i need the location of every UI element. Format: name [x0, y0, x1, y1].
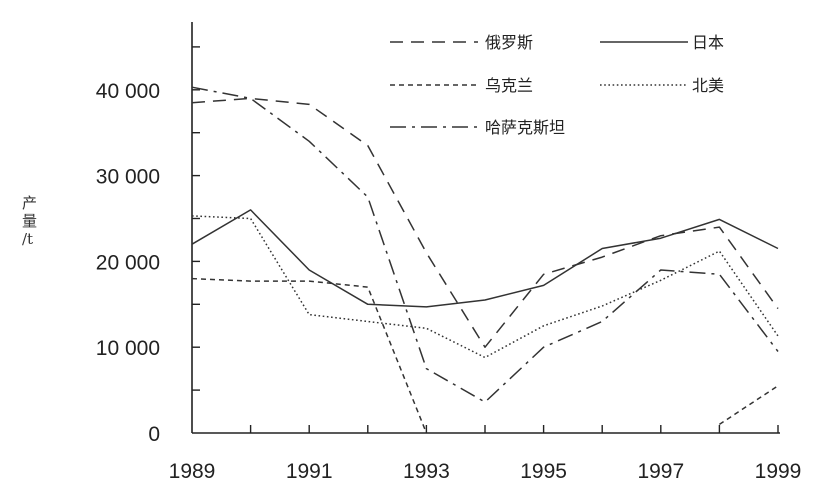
x-axis-ticks: 1989 1991 1993 1995 1997 1999	[169, 425, 802, 483]
series-line-4	[191, 86, 779, 403]
legend-label: 日本	[692, 33, 724, 52]
series-line-2	[191, 277, 428, 434]
legend-label: 俄罗斯	[485, 33, 533, 52]
x-tick-label: 1999	[755, 460, 802, 483]
y-tick-label: 40 000	[96, 80, 160, 103]
y-axis-ticks: 0 10 000 20 000 30 000 40 000	[96, 46, 200, 446]
legend-label: 乌克兰	[485, 76, 533, 95]
series-line-0	[191, 97, 779, 348]
x-tick-label: 1995	[520, 460, 567, 483]
y-tick-label: 30 000	[96, 166, 160, 189]
series-line-1	[191, 209, 779, 308]
x-tick-label: 1997	[637, 460, 684, 483]
y-axis-label-part: /t	[22, 230, 33, 248]
y-axis-label-part: 量	[22, 212, 37, 230]
y-tick-label: 0	[148, 423, 160, 446]
y-axis-label-part: 产	[22, 194, 37, 212]
series-lines	[191, 86, 779, 434]
legend-label: 哈萨克斯坦	[485, 118, 565, 137]
legend-label: 北美	[692, 76, 724, 95]
series-line-3	[191, 215, 779, 359]
y-axis-label: 产量/t	[22, 194, 37, 248]
x-tick-label: 1993	[403, 460, 450, 483]
x-tick-label: 1989	[169, 460, 216, 483]
y-tick-label: 10 000	[96, 337, 160, 360]
y-tick-label: 20 000	[96, 251, 160, 274]
x-tick-label: 1991	[286, 460, 333, 483]
series-line-2	[718, 385, 779, 426]
